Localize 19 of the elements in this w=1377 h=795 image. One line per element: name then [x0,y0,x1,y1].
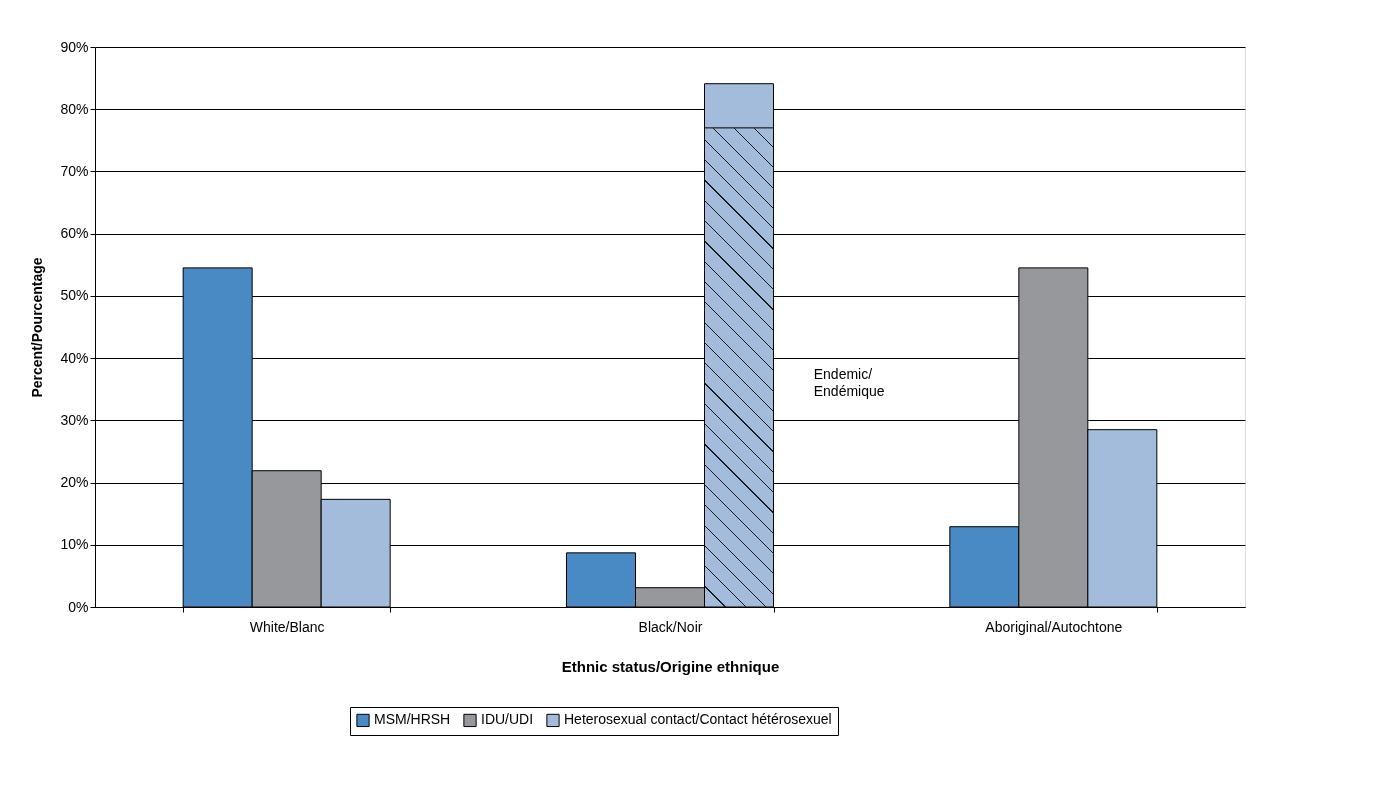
y-tick-label: 90% [60,38,89,55]
y-tick-label: 30% [60,411,89,428]
y-tick-label: 40% [60,349,89,366]
x-tick-label: White/Blanc [249,618,325,635]
y-tick-label: 20% [60,474,89,491]
y-tick-label: 60% [60,225,89,242]
y-axis-title: Percent/Pourcentage [29,257,46,398]
legend-label: IDU/UDI [481,711,534,728]
legend-label: MSM/HRSH [374,711,451,728]
x-tick-label: Black/Noir [638,618,703,635]
y-tick-label: 50% [60,287,89,304]
x-tick-label: Aboriginal/Autochtone [985,618,1123,635]
y-tick-label: 10% [60,536,89,553]
y-tick-label: 70% [60,162,89,179]
x-axis-title: Ethnic status/Origine ethnique [561,657,780,675]
y-tick-label: 80% [60,100,89,117]
y-tick-label: 0% [68,598,89,615]
annotation: Endemic/Endémique [813,365,885,399]
legend-label: Heterosexual contact/Contact hétérosexuel [564,711,832,728]
